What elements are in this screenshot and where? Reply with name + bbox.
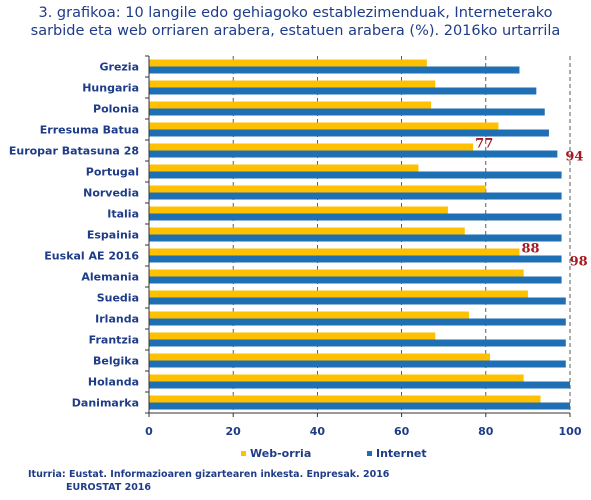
category-label: Irlanda	[95, 313, 139, 326]
bar-web-orria	[149, 353, 491, 361]
bar-web-orria	[149, 59, 427, 67]
category-label: Polonia	[93, 103, 139, 116]
x-tick-label: 0	[145, 425, 153, 438]
x-tick-label: 40	[310, 425, 326, 438]
bar-web-orria	[149, 395, 541, 403]
x-tick-label: 60	[394, 425, 410, 438]
bar-internet	[149, 402, 570, 410]
x-tick-label: 80	[478, 425, 494, 438]
chart-title: 3. grafikoa: 10 langile edo gehiagoko es…	[0, 4, 591, 40]
bar-internet	[149, 255, 562, 263]
x-tick-label: 100	[559, 425, 582, 438]
bar-web-orria	[149, 164, 419, 172]
bar-web-orria	[149, 332, 436, 340]
source-note: Iturria: Eustat. Informazioaren gizartea…	[28, 468, 389, 494]
category-label: Holanda	[88, 376, 139, 389]
category-label: Erresuma Batua	[40, 124, 139, 137]
x-tick-label: 20	[226, 425, 242, 438]
bar-internet	[149, 234, 562, 242]
legend-label-internet: Internet	[376, 447, 427, 460]
category-label: Espainia	[87, 229, 139, 242]
source-line-2: EUROSTAT 2016	[66, 482, 152, 493]
bar-web-orria	[149, 101, 432, 109]
bar-web-orria	[149, 143, 474, 151]
bar-internet	[149, 360, 566, 368]
category-label: Belgika	[93, 355, 139, 368]
bar-web-orria	[149, 206, 448, 214]
bar-internet	[149, 108, 545, 116]
bar-internet	[149, 381, 570, 389]
bar-internet	[149, 213, 562, 221]
bar-internet	[149, 276, 562, 284]
bar-internet	[149, 297, 566, 305]
bar-internet	[149, 171, 562, 179]
legend-swatch-web-orria	[241, 451, 246, 456]
category-label: Hungaria	[82, 82, 139, 95]
legend-label-web-orria: Web-orria	[250, 447, 311, 460]
category-label: Alemania	[81, 271, 139, 284]
category-label: Europar Batasuna 28	[9, 145, 139, 158]
category-label: Suedia	[97, 292, 139, 305]
bar-web-orria	[149, 80, 436, 88]
data-label: 98	[570, 255, 588, 270]
bar-web-orria	[149, 227, 465, 235]
category-label: Portugal	[86, 166, 139, 179]
source-line-1: Iturria: Eustat. Informazioaren gizartea…	[28, 469, 390, 480]
bar-web-orria	[149, 122, 499, 130]
bar-web-orria	[149, 269, 524, 277]
data-label: 94	[565, 150, 583, 165]
bar-web-orria	[149, 248, 520, 256]
category-label: Frantzia	[89, 334, 139, 347]
bar-internet	[149, 150, 558, 158]
bar-internet	[149, 66, 520, 74]
bar-internet	[149, 87, 537, 95]
bar-web-orria	[149, 311, 469, 319]
category-label: Italia	[107, 208, 139, 221]
category-label: Euskal AE 2016	[44, 250, 139, 263]
bar-internet	[149, 318, 566, 326]
bar-internet	[149, 129, 549, 137]
category-label: Grezia	[99, 61, 139, 74]
bar-internet	[149, 339, 566, 347]
chart-title-line-1: 3. grafikoa: 10 langile edo gehiagoko es…	[38, 5, 553, 21]
chart-title-line-2: sarbide eta web orriaren arabera, estatu…	[30, 23, 561, 39]
category-label: Norvedia	[83, 187, 139, 200]
bar-web-orria	[149, 374, 524, 382]
bar-web-orria	[149, 290, 528, 298]
data-label: 77	[475, 137, 493, 152]
category-label: Danimarka	[72, 397, 139, 410]
bar-internet	[149, 192, 562, 200]
bar-web-orria	[149, 185, 486, 193]
legend-swatch-internet	[367, 451, 372, 456]
data-label: 88	[521, 242, 539, 257]
